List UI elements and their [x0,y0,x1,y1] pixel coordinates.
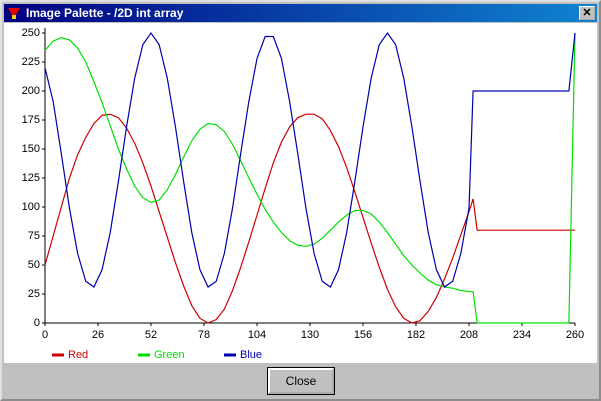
y-tick-label: 150 [22,143,40,155]
close-x[interactable]: ✕ [579,6,595,20]
y-tick-label: 175 [22,114,40,126]
app-icon [8,8,20,19]
y-tick-label: 125 [22,172,40,184]
series-line [44,32,576,324]
y-tick-label: 25 [28,288,40,300]
series-line [44,31,576,288]
x-tick-label: 130 [301,329,319,341]
y-tick-label: 200 [22,85,40,97]
y-tick-label: 100 [22,201,40,213]
legend-swatch [52,353,64,357]
x-tick-label: 234 [513,329,531,341]
title-bar: Image Palette - /2D int array ✕ [4,4,597,22]
close-button[interactable]: Close [267,367,335,395]
y-tick-label: 75 [28,230,40,242]
legend-label: Green [154,349,185,361]
x-tick-label: 182 [407,329,425,341]
window-title: Image Palette - /2D int array [26,6,184,20]
legend-label: Blue [240,349,262,361]
x-tick-label: 26 [92,329,104,341]
plot-background [4,23,597,363]
y-tick-label: 0 [34,317,40,329]
x-tick-label: 78 [198,329,210,341]
x-tick-label: 0 [42,329,48,341]
x-tick-label: 260 [566,329,584,341]
x-tick-label: 208 [460,329,478,341]
legend-swatch [138,353,150,357]
legend-label: Red [68,349,88,361]
chart: 0 25 50 75 100 125 150 175 200 225 250 0 26 52 78 104 13… [4,23,597,363]
y-tick-label: 50 [28,259,40,271]
legend-swatch [224,353,236,357]
x-tick-label: 104 [248,329,266,341]
x-tick-label: 52 [145,329,157,341]
y-tick-label: 225 [22,56,40,68]
series-line [44,113,575,324]
y-tick-label: 250 [22,27,40,39]
x-tick-label: 156 [354,329,372,341]
